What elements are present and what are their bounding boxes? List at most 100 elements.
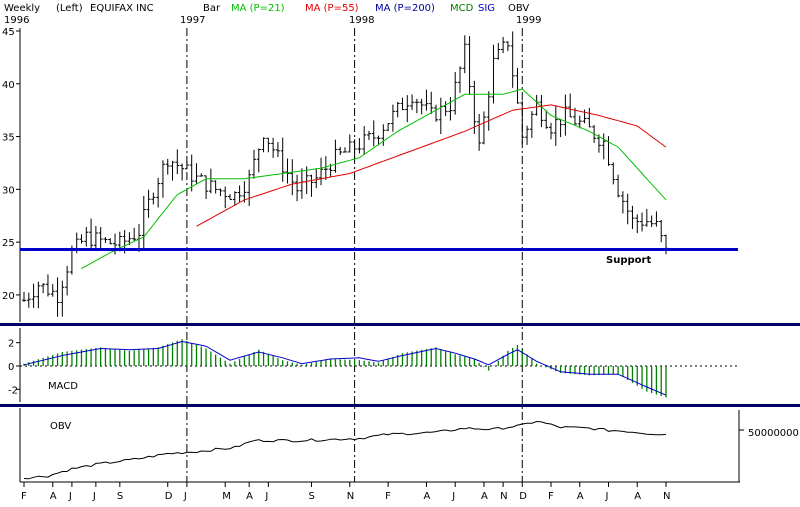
price-ytick-label: 20	[2, 291, 15, 302]
price-y-ticks: 20 25 30 35 40 45	[2, 27, 20, 302]
price-bar	[616, 174, 621, 198]
scale-side-label: (Left)	[56, 3, 83, 14]
month-tick-label: D	[519, 491, 527, 502]
price-bar	[194, 163, 199, 185]
obv-panel-label: OBV	[50, 421, 71, 432]
price-bar	[486, 91, 491, 131]
price-bar	[472, 80, 477, 135]
price-bar	[170, 160, 175, 181]
price-bar	[434, 104, 439, 122]
price-bar	[424, 89, 429, 111]
price-bar	[223, 186, 228, 209]
price-bar	[659, 220, 664, 243]
month-tick-label: A	[577, 491, 584, 502]
price-bar	[22, 291, 26, 303]
price-bar	[98, 227, 103, 251]
price-bar	[525, 125, 530, 145]
period-label: Weekly	[4, 3, 40, 14]
price-bar	[343, 147, 347, 153]
price-bar	[93, 226, 98, 249]
price-bar	[553, 105, 558, 146]
month-tick-label: J	[605, 491, 609, 502]
price-bar	[26, 292, 31, 308]
price-bar	[160, 160, 165, 198]
price-bar	[438, 97, 443, 135]
month-tick-label: N	[663, 491, 670, 502]
price-bar	[295, 174, 300, 202]
month-tick-label: A	[423, 491, 430, 502]
obv-group	[23, 420, 667, 480]
price-bar	[448, 97, 453, 121]
month-tick-label: J	[68, 491, 72, 502]
price-bar	[496, 42, 501, 60]
price-bar	[481, 111, 486, 145]
price-bar	[237, 185, 242, 203]
price-bar	[381, 124, 386, 146]
price-bar	[429, 91, 434, 115]
company-label: EQUIFAX INC	[90, 3, 154, 14]
ma55-line	[196, 104, 667, 227]
price-bar	[290, 159, 295, 196]
price-bar	[419, 98, 424, 115]
price-bar	[443, 101, 448, 117]
macd-ytick-label: 0	[8, 362, 14, 373]
price-ytick-label: 35	[2, 133, 15, 144]
obv-ytick-label: 50000000	[748, 428, 799, 439]
price-ytick-label: 45	[2, 27, 15, 38]
price-bar	[505, 41, 510, 52]
year-label-1996: 1996	[4, 15, 29, 26]
price-macd-divider	[0, 323, 800, 326]
price-bar	[55, 277, 60, 317]
price-bar	[563, 94, 568, 136]
price-bar	[165, 158, 170, 175]
price-bar	[50, 284, 55, 297]
price-bar	[558, 119, 563, 138]
price-bar	[184, 161, 189, 170]
price-bar	[309, 174, 314, 197]
month-tick-label: J	[451, 491, 455, 502]
price-bar	[390, 104, 395, 132]
macd-obv-divider	[0, 404, 800, 407]
price-bar	[467, 36, 472, 95]
price-bar	[213, 180, 218, 194]
ma55-legend: MA (P=55)	[305, 3, 359, 14]
price-bar	[596, 134, 601, 153]
price-bar	[199, 173, 204, 177]
price-bar	[529, 111, 534, 138]
price-bar	[362, 126, 367, 155]
price-bar	[577, 115, 582, 129]
price-ytick-label: 25	[2, 238, 15, 249]
price-bar	[376, 135, 381, 146]
price-bar	[242, 181, 247, 203]
month-tick-label: N	[500, 491, 507, 502]
price-bar	[218, 188, 223, 197]
price-bar	[352, 139, 357, 159]
price-bar	[31, 283, 36, 308]
price-bar	[180, 163, 185, 181]
price-bar	[515, 67, 520, 104]
price-bar	[414, 98, 419, 114]
price-bar	[462, 35, 467, 74]
month-tick-label: J	[92, 491, 96, 502]
ma200-legend: MA (P=200)	[375, 3, 435, 14]
price-bar	[266, 137, 271, 153]
price-bar	[654, 211, 659, 227]
price-bar	[644, 208, 649, 227]
price-bar	[386, 123, 391, 132]
price-bar	[127, 232, 132, 246]
month-tick-label: A	[481, 491, 488, 502]
mcd-legend: MCD	[450, 3, 474, 14]
year-label-1997: 1997	[180, 15, 205, 26]
support-label: Support	[606, 255, 651, 266]
month-tick-label: J	[183, 491, 187, 502]
price-bar	[635, 214, 640, 234]
month-tick-label: S	[117, 491, 123, 502]
price-bar	[400, 97, 405, 111]
price-bar	[280, 137, 285, 182]
price-bar	[453, 71, 458, 115]
month-tick-label: A	[50, 491, 57, 502]
price-bar	[79, 234, 84, 244]
ma21-line	[81, 88, 667, 269]
price-bar	[41, 283, 46, 294]
